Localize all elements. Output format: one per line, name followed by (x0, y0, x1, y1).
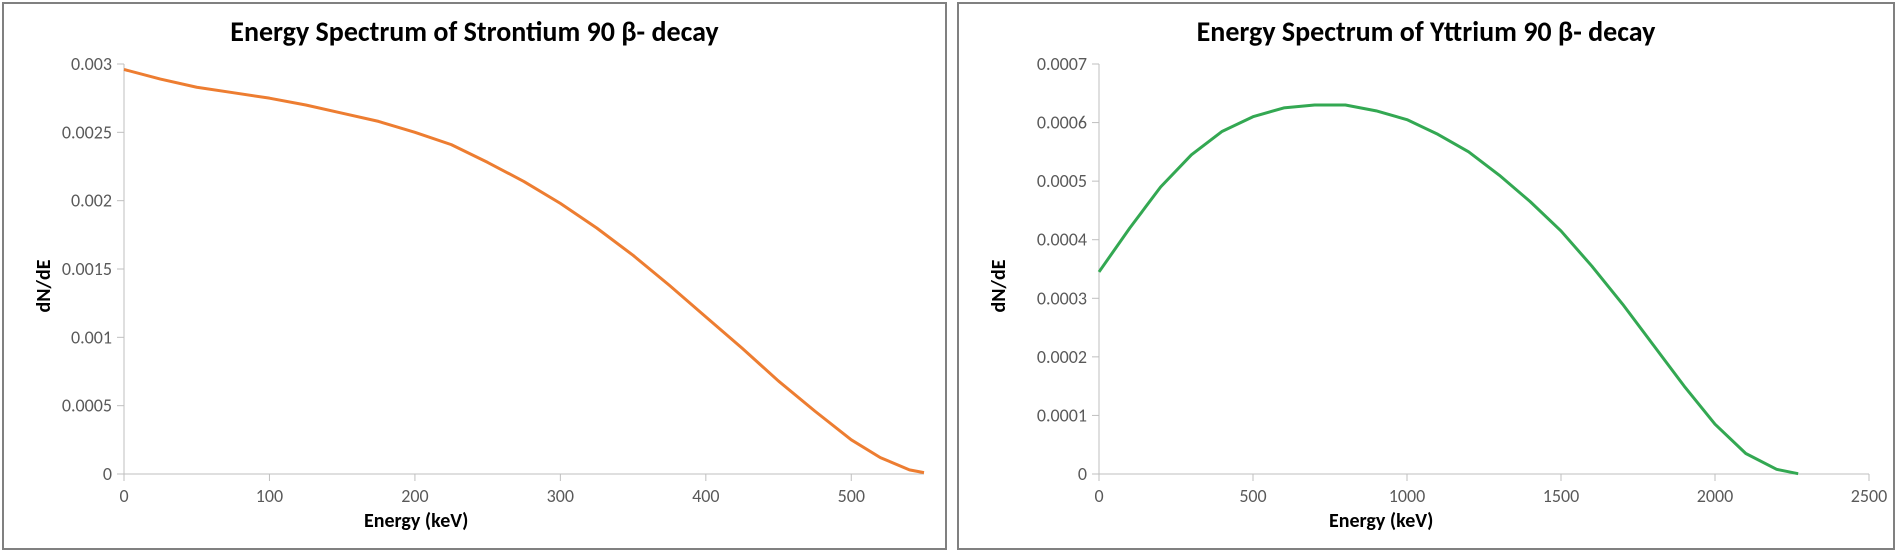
x-tick-label: 2000 (1697, 485, 1734, 507)
y-tick-label: 0.0025 (62, 121, 112, 143)
y-tick-label: 0.003 (71, 53, 112, 75)
x-tick-label: 1500 (1543, 485, 1580, 507)
y-tick-label: 0.0005 (62, 395, 112, 417)
data-line (124, 69, 924, 472)
x-tick-label: 0 (1094, 485, 1103, 507)
chart-panel-yttrium: Energy Spectrum of Yttrium 90 β- decay d… (957, 2, 1895, 550)
y-tick-label: 0 (1078, 463, 1087, 485)
y-tick-label: 0.0004 (1037, 229, 1087, 251)
x-tick-label: 400 (692, 485, 719, 507)
x-tick-label: 300 (547, 485, 574, 507)
x-tick-label: 200 (401, 485, 428, 507)
x-tick-label: 500 (838, 485, 865, 507)
x-tick-label: 0 (119, 485, 128, 507)
chart-svg-left: 0 0.0005 0.001 0.0015 0.002 0.0025 0.003 0 100 20… (4, 4, 945, 548)
charts-container: Energy Spectrum of Strontium 90 β- decay… (0, 0, 1899, 552)
y-tick-label: 0.0001 (1037, 404, 1087, 426)
x-tick-label: 100 (256, 485, 283, 507)
x-tick-label: 2500 (1851, 485, 1888, 507)
x-tick-label: 1000 (1389, 485, 1426, 507)
chart-svg-right: 0 0.0001 0.0002 0.0003 0.0004 0.0005 0.0006 0.0… (959, 4, 1893, 548)
y-tick-label: 0.001 (71, 326, 112, 348)
y-tick-label: 0.0005 (1037, 170, 1087, 192)
y-tick-label: 0.0015 (62, 258, 112, 280)
data-line (1099, 105, 1798, 474)
chart-panel-strontium: Energy Spectrum of Strontium 90 β- decay… (2, 2, 947, 550)
y-tick-label: 0.002 (71, 190, 112, 212)
y-tick-label: 0.0003 (1037, 287, 1087, 309)
x-tick-label: 500 (1239, 485, 1266, 507)
y-tick-label: 0.0006 (1037, 112, 1087, 134)
y-tick-label: 0.0007 (1037, 53, 1087, 75)
y-tick-label: 0 (103, 463, 112, 485)
y-tick-label: 0.0002 (1037, 346, 1087, 368)
